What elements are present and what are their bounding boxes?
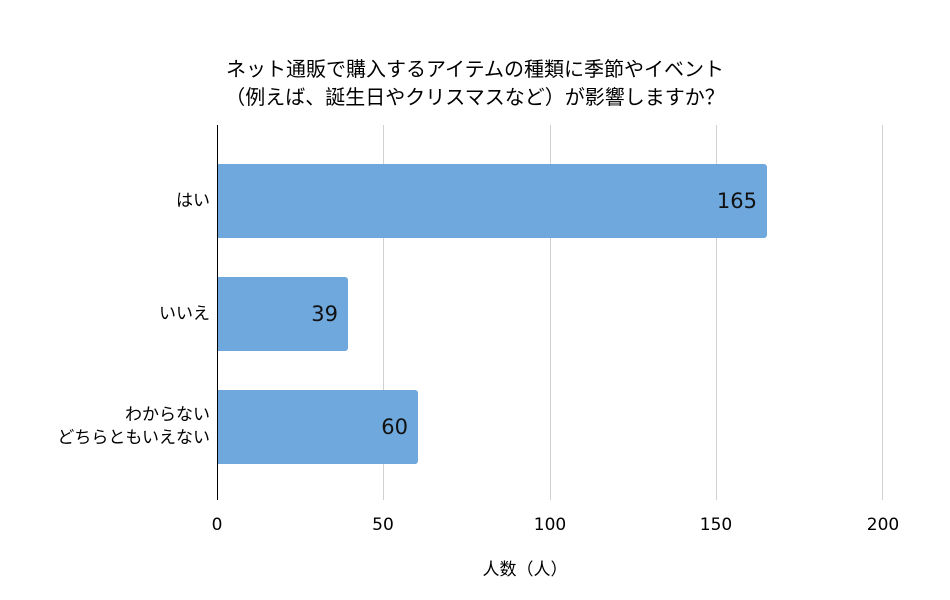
bar-value-label: 165	[716, 189, 757, 213]
gridline-150	[716, 125, 717, 500]
x-tick-0: 0	[211, 515, 223, 535]
gridline-50	[383, 125, 384, 500]
x-tick-150: 150	[699, 515, 733, 535]
category-label-iie: いいえ	[159, 304, 210, 324]
y-axis-line	[217, 125, 218, 500]
category-label-wakaranai: わからない どちらともいえない	[57, 405, 210, 448]
chart-title: ネット通販で購入するアイテムの種類に季節やイベント （例えば、誕生日やクリスマス…	[0, 55, 950, 111]
bar-value-label: 39	[311, 302, 338, 326]
plot-area: 165 39 60	[217, 125, 883, 500]
gridline-100	[550, 125, 551, 500]
bar-wakaranai: 60	[218, 390, 418, 464]
title-line-1: ネット通販で購入するアイテムの種類に季節やイベント	[226, 57, 724, 81]
gridline-200	[882, 125, 883, 500]
x-tick-50: 50	[372, 515, 394, 535]
bar-hai: 165	[218, 164, 767, 238]
bar-value-label: 60	[381, 415, 408, 439]
bar-iie: 39	[218, 277, 348, 351]
title-line-2: （例えば、誕生日やクリスマスなど）が影響しますか？	[225, 85, 725, 109]
category-label-hai: はい	[176, 191, 210, 211]
x-tick-200: 200	[866, 515, 900, 535]
x-tick-100: 100	[533, 515, 567, 535]
x-axis-label: 人数（人）	[482, 560, 568, 580]
